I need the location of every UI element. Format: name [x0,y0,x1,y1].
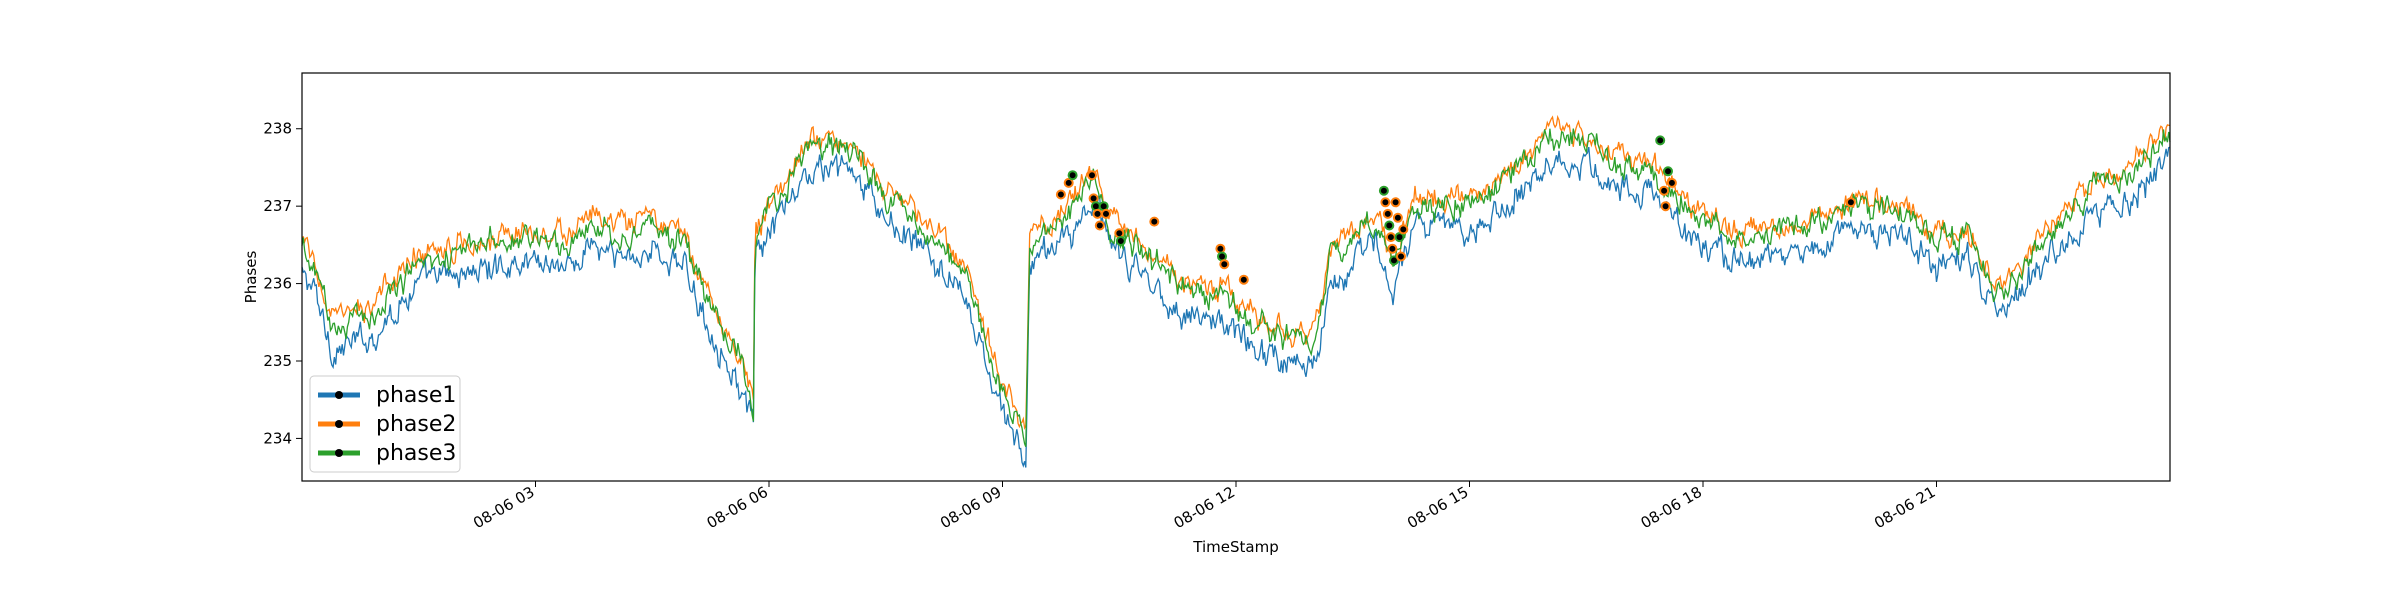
anomaly-marker [1387,243,1398,254]
series-line-phase3 [301,128,2171,447]
legend-label-phase2: phase2 [376,412,456,437]
anomaly-marker [1384,220,1395,231]
anomaly-marker [1392,212,1403,223]
y-tick-label: 235 [263,352,292,370]
marker-layer [1055,135,1856,285]
anomaly-marker [1215,243,1226,254]
anomaly-marker [1663,166,1673,177]
anomaly-marker [1238,274,1249,285]
anomaly-marker [1394,232,1405,243]
y-tick-label: 237 [263,197,292,215]
anomaly-marker [1088,193,1099,204]
y-tick-label: 238 [263,120,292,138]
anomaly-marker [1101,208,1111,219]
anomaly-marker [1396,251,1406,262]
series-layer [301,114,2171,468]
y-tick-label: 236 [263,275,292,293]
y-axis-label: Phases [242,251,260,304]
anomaly-marker [1115,236,1126,246]
anomaly-marker [1398,224,1409,235]
y-tick-label: 234 [263,429,292,447]
anomaly-marker [1659,185,1670,196]
anomaly-marker [1219,259,1230,270]
anomaly-marker [1055,189,1066,200]
anomaly-marker [1380,197,1391,208]
anomaly-marker [1114,228,1125,239]
anomaly-marker [1067,170,1078,181]
anomaly-marker [1385,232,1396,243]
legend-marker-phase2 [335,420,343,428]
anomaly-marker [1655,135,1666,146]
legend: phase1 phase2 phase3 [309,375,461,473]
legend-label-phase3: phase3 [376,441,456,466]
anomaly-marker [1660,201,1671,212]
anomaly-marker [1063,177,1074,188]
anomaly-marker [1094,220,1105,231]
legend-label-phase1: phase1 [376,383,456,408]
x-axis-label: TimeStamp [1192,538,1278,556]
legend-marker-phase1 [335,391,343,399]
y-axis: 234 235 236 237 238 [263,120,302,447]
anomaly-marker [1390,197,1401,208]
anomaly-marker [1378,185,1389,196]
anomaly-marker [1092,208,1103,219]
anomaly-marker [1666,177,1677,188]
anomaly-marker [1382,208,1393,219]
legend-marker-phase3 [335,449,343,457]
anomaly-marker [1845,197,1856,208]
anomaly-marker [1087,170,1097,181]
anomaly-marker [1149,216,1160,227]
legend-box [309,375,461,473]
series-line-phase1 [301,146,2171,468]
series-line-phase2 [301,114,2171,431]
